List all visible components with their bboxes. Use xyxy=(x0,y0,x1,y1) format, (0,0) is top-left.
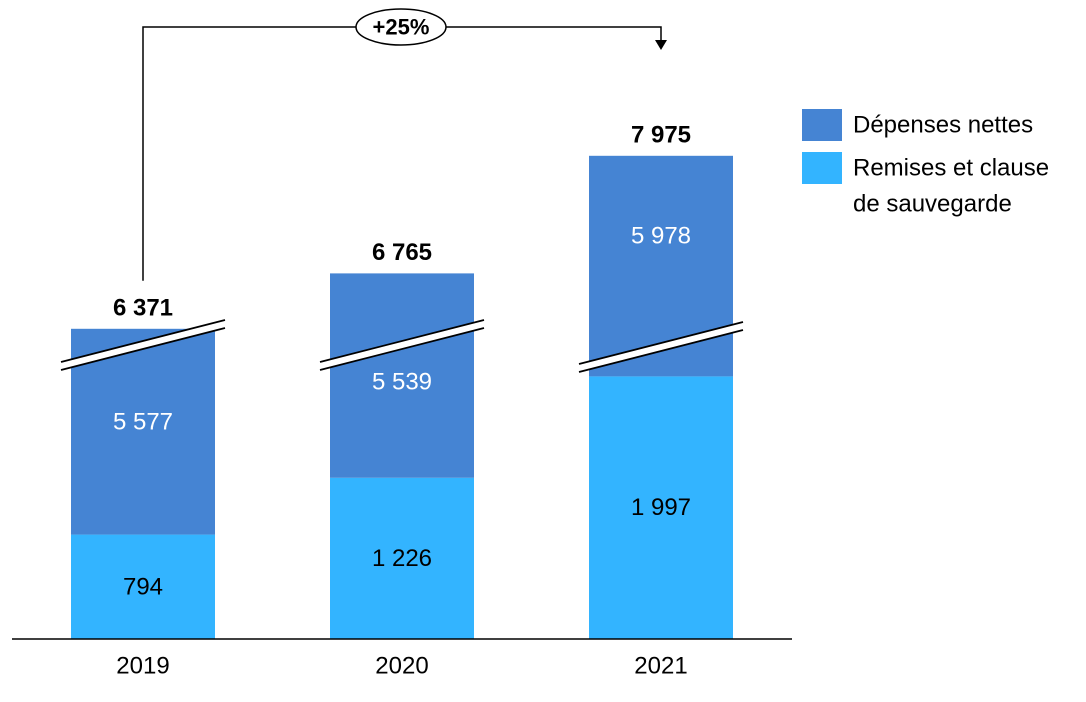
growth-arrow-head xyxy=(655,40,667,50)
bar-segment-depenses-2019 xyxy=(71,328,215,535)
bar-segment-remises-2019 xyxy=(71,534,215,639)
category-label-2021: 2021 xyxy=(634,653,687,680)
total-labels: 6 371 6 765 7 975 xyxy=(113,121,691,321)
value-label-depenses-2020: 5 539 xyxy=(372,369,432,396)
axis-break-mark-2020 xyxy=(319,319,485,371)
value-label-remises-2019: 794 xyxy=(123,573,163,600)
category-label-2020: 2020 xyxy=(375,653,428,680)
legend-label-depenses: Dépenses nettes xyxy=(853,112,1033,139)
bar-segment-depenses-2020 xyxy=(330,273,474,478)
category-label-2019: 2019 xyxy=(116,653,169,680)
total-label-2019: 6 371 xyxy=(113,294,173,321)
value-label-remises-2021: 1 997 xyxy=(631,494,691,521)
axis-break-mark-2019 xyxy=(60,319,226,371)
growth-label: +25% xyxy=(373,15,430,40)
total-label-2021: 7 975 xyxy=(631,121,691,148)
growth-annotation: +25% xyxy=(142,8,667,281)
total-label-2020: 6 765 xyxy=(372,239,432,266)
value-label-depenses-2019: 5 577 xyxy=(113,409,173,436)
legend-label-remises-line2: de sauvegarde xyxy=(853,191,1012,218)
legend-swatch-depenses xyxy=(802,109,842,141)
axis-breaks-layer xyxy=(60,319,744,373)
value-label-depenses-2021: 5 978 xyxy=(631,223,691,250)
legend-label-remises: Remises et clause xyxy=(853,155,1049,182)
bar-segment-remises-2020 xyxy=(330,477,474,639)
category-labels: 2019 2020 2021 xyxy=(116,653,687,680)
bars-layer: 794 5 577 1 226 5 539 1 997 5 978 xyxy=(71,155,733,639)
growth-badge xyxy=(355,8,447,46)
axis-break-mark-2021 xyxy=(578,321,744,373)
legend: Dépenses nettes Remises et clause de sauve… xyxy=(802,109,1049,218)
bar-segment-remises-2021 xyxy=(589,376,733,639)
value-label-remises-2020: 1 226 xyxy=(372,545,432,572)
legend-swatch-remises xyxy=(802,152,842,184)
